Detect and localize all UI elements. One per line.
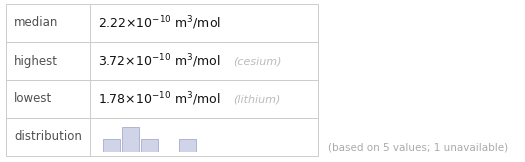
Bar bbox=[103, 139, 120, 152]
Text: (lithium): (lithium) bbox=[233, 94, 280, 104]
Text: $3.72{\times}10^{-10}$ m$^3$/mol: $3.72{\times}10^{-10}$ m$^3$/mol bbox=[98, 52, 220, 70]
Text: highest: highest bbox=[14, 54, 58, 68]
Text: (cesium): (cesium) bbox=[233, 56, 281, 66]
Bar bbox=[6, 42, 318, 80]
Bar bbox=[141, 139, 158, 152]
Bar bbox=[122, 127, 139, 152]
Text: (based on 5 values; 1 unavailable): (based on 5 values; 1 unavailable) bbox=[328, 142, 508, 152]
Text: $1.78{\times}10^{-10}$ m$^3$/mol: $1.78{\times}10^{-10}$ m$^3$/mol bbox=[98, 90, 220, 108]
Bar bbox=[6, 4, 318, 42]
Text: median: median bbox=[14, 17, 58, 29]
Bar bbox=[6, 80, 318, 118]
Text: lowest: lowest bbox=[14, 93, 52, 105]
Text: $2.22{\times}10^{-10}$ m$^3$/mol: $2.22{\times}10^{-10}$ m$^3$/mol bbox=[98, 14, 221, 32]
Text: distribution: distribution bbox=[14, 131, 82, 144]
Bar bbox=[6, 118, 318, 156]
Bar bbox=[179, 139, 196, 152]
